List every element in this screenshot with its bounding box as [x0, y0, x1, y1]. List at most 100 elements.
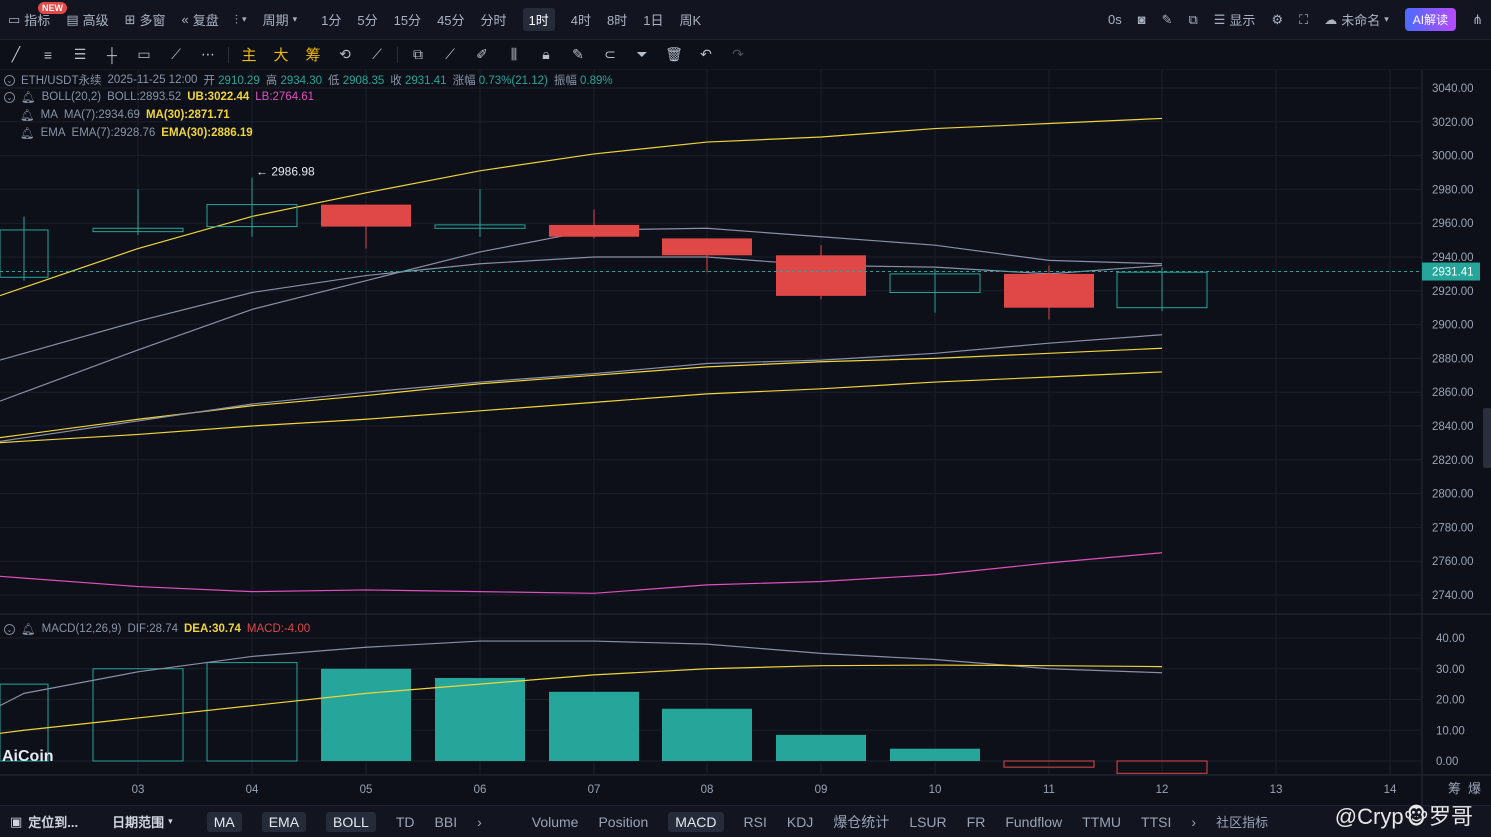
big-trades-toggle[interactable]: 大 [273, 47, 289, 64]
fullscreen-icon[interactable]: ⛶ [1299, 11, 1309, 27]
camera-icon[interactable]: ◙ [1137, 12, 1146, 27]
bell-icon[interactable]: 🔔︎ [21, 624, 36, 636]
note-icon[interactable]: ✎ [572, 46, 584, 62]
copy-icon[interactable]: ⧉ [413, 46, 423, 62]
sub-ind-macd[interactable]: MACD [658, 806, 733, 837]
redo-icon[interactable]: ↷ [732, 46, 744, 62]
candle-body[interactable] [206, 204, 298, 228]
settings-icon[interactable]: ⚙ [1271, 11, 1284, 27]
liquidation-side-label: 爆 [1468, 781, 1481, 796]
time-axis-label: 11 [1043, 784, 1055, 796]
collapse-icon[interactable]: ⌄ [4, 91, 15, 103]
period-4h[interactable]: 4时 [570, 13, 592, 28]
period-45m[interactable]: 45分 [437, 13, 465, 28]
bell-icon[interactable]: 🔔︎ [21, 92, 36, 104]
multi-window-button[interactable]: ⊞ 多窗 [124, 11, 166, 29]
period-dropdown[interactable]: 周期 ▾ [262, 13, 298, 28]
pencil-icon[interactable]: ✎ [1161, 11, 1173, 27]
candle-body[interactable] [434, 224, 526, 229]
advanced-button[interactable]: ▤ 高级 [66, 11, 109, 29]
price-axis-label: 2860.00 [1432, 387, 1474, 399]
period-8h[interactable]: 8时 [607, 13, 628, 28]
layout-dropdown[interactable]: ☁ 未命名 ▾ [1324, 11, 1389, 29]
candle-body[interactable] [776, 255, 866, 296]
popout-icon[interactable]: ⧉ [1188, 11, 1198, 27]
sub-ind-rsi[interactable]: RSI [743, 813, 767, 830]
period-timeshare[interactable]: 分时 [480, 13, 507, 28]
main-ind-ema[interactable]: EMA [252, 806, 316, 837]
period-week[interactable]: 周K [679, 13, 702, 28]
brush-icon[interactable]: ⟋ [171, 46, 181, 62]
sub-ind-fundflow[interactable]: Fundflow [1005, 813, 1063, 830]
trash-icon[interactable]: 🗑︎ [665, 46, 683, 62]
sub-ind-position[interactable]: Position [598, 813, 649, 830]
sub-ind-liquidation[interactable]: 爆仓统计 [833, 813, 890, 830]
price-chart[interactable]: 3040.00 3020.00 3000.00 2980.00 2960.00 2940.… [0, 70, 1491, 805]
chart-area[interactable]: 3040.00 3020.00 3000.00 2980.00 2960.00 2940.… [0, 70, 1491, 805]
candle-body[interactable] [549, 224, 639, 237]
undo-icon[interactable]: ↶ [700, 46, 712, 62]
macd-axis-label: 20.00 [1436, 695, 1465, 707]
ai-analysis-button[interactable]: AI解读 [1397, 0, 1464, 40]
period-5m[interactable]: 5分 [357, 13, 378, 28]
magnet-icon[interactable]: ⊂ [604, 46, 616, 62]
erase-icon[interactable]: ⟋ [372, 46, 382, 62]
side-panel-handle[interactable] [1483, 408, 1491, 468]
bell-icon[interactable]: 🔔︎ [20, 110, 35, 122]
time-axis-label: 14 [1384, 784, 1397, 796]
chips-toggle[interactable]: 筹 [305, 47, 321, 64]
indicator-button[interactable]: ▭ 指标 NEW [0, 0, 67, 40]
auto-draw-icon[interactable]: ⟲ [339, 46, 351, 62]
community-indicators[interactable]: 社区指标 [1216, 815, 1269, 830]
chevron-right-icon[interactable]: › [1191, 813, 1197, 830]
filter-icon[interactable]: ⏷ [636, 46, 648, 62]
period-15m[interactable]: 15分 [393, 13, 422, 28]
lock-icon[interactable]: 🔒︎ [542, 46, 550, 62]
main-chart-toggle[interactable]: 主 [241, 47, 257, 64]
chevron-right-icon[interactable]: › [477, 813, 482, 830]
display-button[interactable]: ☰ 显示 [1213, 11, 1256, 29]
main-ind-td[interactable]: TD [395, 813, 415, 830]
main-ind-ma[interactable]: MA [197, 806, 252, 837]
period-1m[interactable]: 1分 [321, 13, 342, 28]
candle-body[interactable] [92, 227, 184, 233]
candle-body[interactable] [662, 238, 752, 256]
horizontal-line-icon[interactable]: ┼ [107, 46, 117, 63]
sub-ind-volume[interactable]: Volume [531, 813, 579, 830]
replay-button[interactable]: « 复盘 [181, 12, 219, 28]
main-ind-bbi[interactable]: BBI [434, 813, 458, 830]
ruler-icon[interactable]: ⟋ [445, 46, 455, 62]
parallel-lines-icon[interactable]: ≡ [43, 46, 53, 63]
collapse-icon[interactable]: ⌄ [4, 623, 15, 635]
sub-ind-ttsi[interactable]: TTSI [1141, 813, 1172, 830]
sub-ind-fr[interactable]: FR [966, 813, 986, 830]
candle-body[interactable] [0, 229, 49, 278]
more-tools-icon[interactable]: ⋯ [201, 46, 215, 62]
sub-ind-kdj[interactable]: KDJ [786, 813, 814, 830]
share-icon[interactable]: ⋔ [1472, 11, 1483, 27]
chart-type-button[interactable]: ⫶ ▾ [227, 0, 255, 40]
bell-icon[interactable]: 🔔︎ [20, 128, 35, 140]
fib-lines-icon[interactable]: ☰ [73, 46, 87, 62]
collapse-icon[interactable]: ⌄ [4, 74, 15, 86]
sub-ind-lsur[interactable]: LSUR [909, 813, 947, 830]
line-tool-icon[interactable]: ╱ [11, 46, 21, 62]
candle-body[interactable] [1004, 273, 1094, 308]
marker-icon[interactable]: ✐ [476, 46, 488, 62]
main-ind-boll[interactable]: BOLL [316, 806, 386, 837]
watermark: @Cryp🐵罗哥 [1334, 804, 1473, 829]
candle-body[interactable] [1116, 271, 1208, 309]
period-1d[interactable]: 1日 [643, 13, 664, 28]
series-line-ma7 [0, 256, 1163, 361]
candles-icon[interactable]: ⫼ [510, 46, 518, 62]
candle-body[interactable] [889, 273, 981, 293]
sub-ind-ttmu[interactable]: TTMU [1082, 813, 1122, 830]
price-axis-label: 2960.00 [1432, 218, 1474, 230]
candle-body[interactable] [321, 204, 411, 227]
macd-bar [549, 691, 639, 761]
date-range-dropdown[interactable]: 日期范围 ▾ [112, 815, 173, 830]
period-1h[interactable]: 1时 [515, 0, 563, 40]
rectangle-icon[interactable]: ▭ [137, 46, 151, 62]
locate-button[interactable]: ▣ 定位到... [10, 813, 79, 831]
macd-bar [0, 683, 49, 762]
